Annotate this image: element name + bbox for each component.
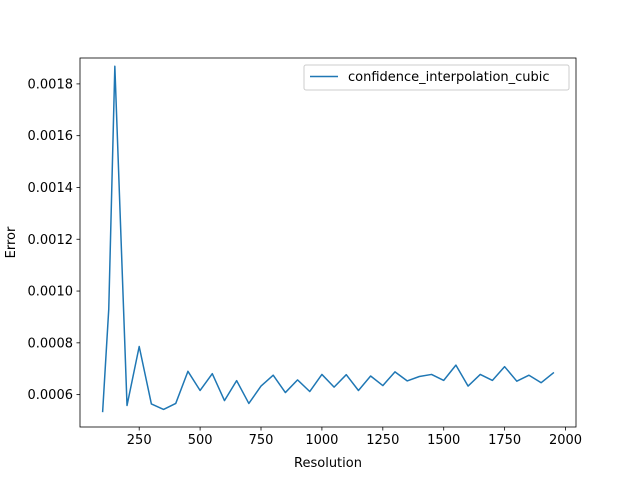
y-tick-label: 0.0018	[28, 77, 74, 92]
series-layer	[101, 65, 555, 413]
y-tick-label: 0.0012	[28, 233, 74, 248]
x-tick-label: 1250	[366, 433, 399, 448]
x-tick-label: 1000	[305, 433, 338, 448]
x-tick-label: 1500	[427, 433, 460, 448]
legend: confidence_interpolation_cubic	[303, 64, 570, 91]
x-tick-label: 1750	[488, 433, 521, 448]
y-tick-label: 0.0006	[28, 388, 74, 403]
x-axis-label: Resolution	[294, 456, 362, 471]
x-tick-label: 2000	[549, 433, 582, 448]
y-tick-label: 0.0008	[28, 336, 74, 351]
legend-label-confidence-interpolation-cubic: confidence_interpolation_cubic	[348, 70, 550, 85]
y-axis-label: Error	[4, 226, 19, 258]
y-tick-label: 0.0010	[28, 285, 74, 300]
x-tick-label: 500	[188, 433, 213, 448]
x-tick-label: 250	[127, 433, 152, 448]
axes-spines	[79, 57, 577, 428]
series-line-0	[101, 65, 555, 413]
x-axis-ticks: 250 500 750 1000 1250 1500 1750 2000	[127, 427, 582, 448]
y-tick-label: 0.0014	[28, 181, 74, 196]
plot-area	[80, 58, 576, 427]
axes-frame	[79, 57, 577, 428]
y-axis-ticks: 0.0006 0.0008 0.0010 0.0012 0.0014 0.0016 0.00…	[28, 77, 80, 403]
y-tick-label: 0.0016	[28, 129, 74, 144]
axes-background	[80, 58, 576, 427]
legend-box	[303, 64, 570, 91]
x-tick-label: 750	[249, 433, 274, 448]
